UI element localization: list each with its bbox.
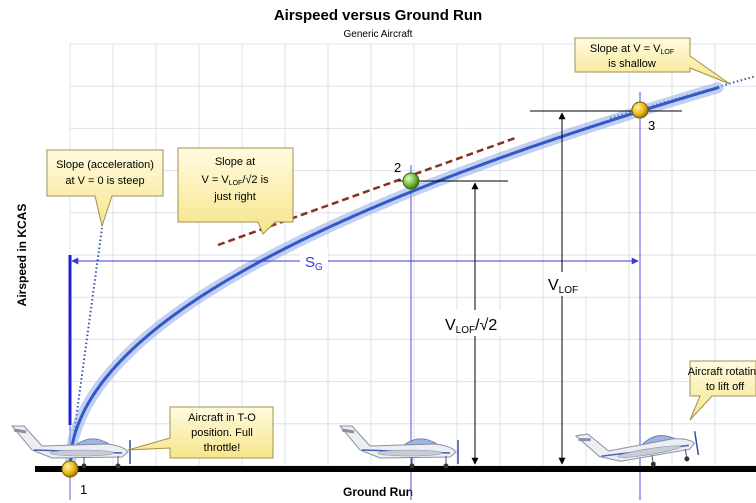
- text-sub: LOF: [661, 49, 675, 56]
- curve-glow: [70, 88, 718, 467]
- y-axis-label: Airspeed in KCAS: [15, 204, 29, 307]
- text-part: V = V: [201, 174, 229, 186]
- text-sub: LOF: [229, 180, 243, 187]
- callout-line: Slope (acceleration): [56, 159, 154, 171]
- callout-line: Slope at: [215, 156, 255, 168]
- point-label: 3: [648, 118, 655, 133]
- callout-line: just right: [213, 191, 256, 203]
- callout: Aircraft in T-O position. Full throttle!: [128, 407, 273, 458]
- point-3: [632, 102, 648, 118]
- callout-line: to lift off: [706, 381, 745, 393]
- label-suffix: /√2: [475, 317, 497, 334]
- label-sub: LOF: [456, 325, 475, 336]
- callout-line: at V = 0 is steep: [65, 175, 144, 187]
- callout: Slope at V = VLOF/√2 is just right: [178, 148, 293, 234]
- point-label: 1: [80, 482, 87, 497]
- label-main: V: [445, 317, 456, 334]
- callout-line: throttle!: [204, 442, 241, 454]
- point-1: [62, 461, 78, 477]
- diagram: Airspeed versus Ground Run Generic Aircr…: [0, 0, 756, 503]
- point-label: 2: [394, 160, 401, 175]
- callout-line: position. Full: [191, 427, 253, 439]
- text-part: Slope at V = V: [590, 43, 661, 55]
- callout: Slope (acceleration) at V = 0 is steep: [47, 150, 163, 226]
- label-sub: G: [315, 262, 323, 273]
- label-main: V: [548, 277, 559, 294]
- aircraft: [340, 426, 458, 469]
- airspeed-curve: [70, 88, 718, 467]
- text-part: /√2 is: [242, 174, 269, 186]
- callout: Slope at V = VLOF is shallow: [575, 38, 730, 84]
- subtitle: Generic Aircraft: [344, 29, 413, 40]
- callout: Aircraft rotating to lift off: [688, 361, 756, 420]
- label-sub: LOF: [559, 285, 578, 296]
- label-main: S: [305, 254, 315, 271]
- callout-line: Aircraft rotating: [688, 366, 756, 378]
- callout-line: is shallow: [608, 58, 656, 70]
- x-axis-label: Ground Run: [343, 485, 413, 499]
- point-2: [403, 173, 419, 189]
- title: Airspeed versus Ground Run: [274, 7, 482, 24]
- callout-line: Aircraft in T-O: [188, 412, 256, 424]
